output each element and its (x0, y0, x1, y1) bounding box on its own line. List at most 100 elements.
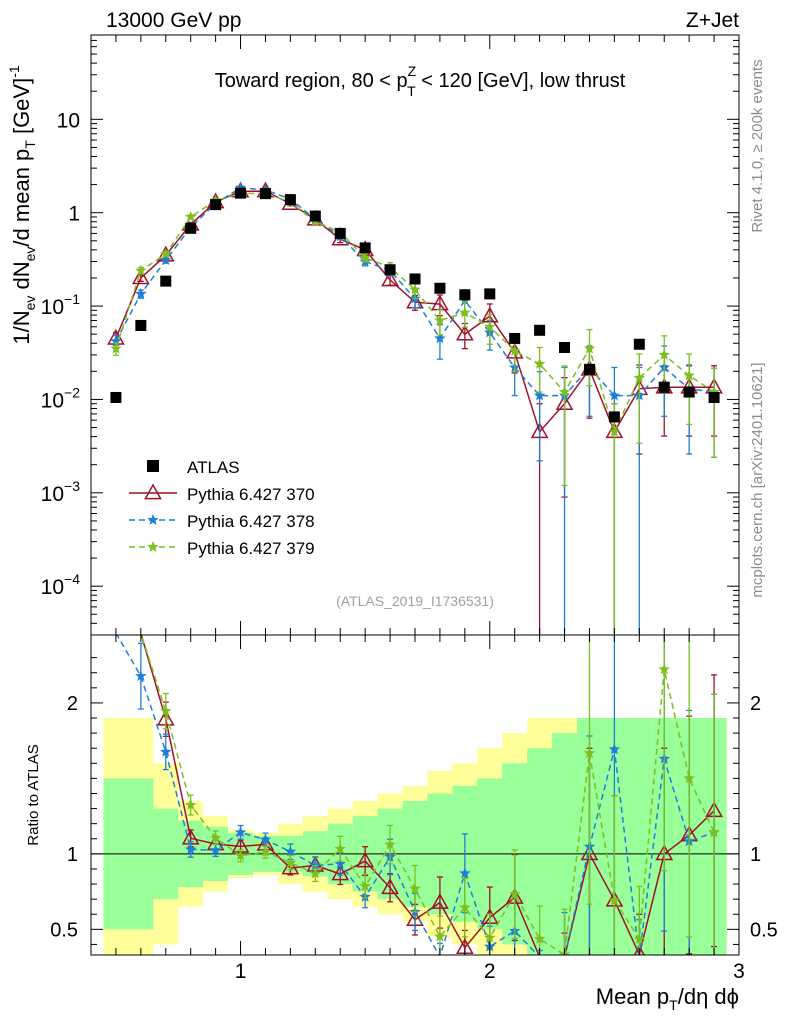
data-point (658, 348, 670, 360)
ratio-point (583, 747, 596, 759)
plot-title: Toward region, 80 < pZ T < 120 [GeV], low… (215, 63, 626, 99)
legend-marker (147, 514, 159, 525)
ratio-point (431, 893, 449, 909)
ratio-plot-area: 0.5 0.5 1 1 2 2 1 2 3 (50, 634, 778, 983)
ratio-point (356, 851, 375, 868)
legend: ATLAS Pythia 6.427 370 Pythia 6.427 378 Pyt… (129, 458, 315, 558)
atlas-point (284, 194, 296, 206)
atlas-point (509, 332, 521, 344)
ratio-y-tick-label: 0.5 (750, 919, 778, 941)
legend-label: Pythia 6.427 378 (187, 512, 315, 531)
atlas-point (235, 187, 247, 199)
atlas-point (359, 242, 371, 254)
atlas-point (633, 338, 645, 350)
ratio-point (234, 826, 247, 838)
atlas-point (185, 222, 197, 234)
ratio-point (384, 838, 396, 850)
series-line (115, 190, 715, 434)
data-point (135, 287, 147, 299)
atlas-point (384, 264, 396, 276)
atlas-point (309, 210, 321, 222)
data-point (708, 386, 720, 397)
data-point (434, 332, 446, 344)
atlas-point (135, 319, 147, 331)
atlas-point (608, 411, 620, 423)
data-point (459, 306, 471, 318)
data-point (633, 371, 645, 383)
collision-label: 13000 GeV pp (106, 9, 241, 32)
data-point (683, 369, 695, 381)
data-point (509, 345, 521, 356)
ratio-point (359, 880, 371, 892)
data-point (608, 389, 621, 401)
data-point (135, 264, 147, 276)
ratio-point (334, 842, 346, 854)
y-tick-label: 10−4 (41, 571, 81, 599)
ratio-point (281, 858, 300, 875)
ratio-point (459, 867, 471, 879)
y-tick-label: 1 (68, 203, 80, 226)
data-point (558, 386, 571, 397)
ratio-point (160, 745, 172, 757)
ratio-point (608, 894, 621, 906)
ratio-y-tick-label: 2 (750, 693, 761, 715)
atlas-point (334, 227, 346, 239)
data-point (160, 248, 172, 259)
rivet-label: Rivet 4.1.0, ≥ 200k events (749, 59, 766, 232)
ratio-point (284, 845, 297, 857)
x-tick-label: 3 (733, 960, 745, 983)
atlas-point (160, 275, 172, 287)
ratio-point (135, 670, 147, 681)
x-axis-label: Mean pT/dη dϕ (596, 984, 739, 1013)
data-point (533, 357, 546, 369)
y-tick-label: 10−3 (41, 478, 81, 506)
atlas-point (459, 289, 471, 301)
atlas-point (583, 363, 595, 375)
y-tick-label: 10 (57, 109, 80, 132)
atlas-point (658, 381, 670, 393)
ratio-point (683, 772, 695, 784)
data-point (409, 283, 421, 295)
ratio-point (381, 878, 399, 895)
ratio-point (234, 849, 247, 861)
atlas-point (559, 341, 571, 353)
atlas-point (210, 199, 222, 211)
ratio-point (209, 844, 222, 855)
ratio-point (309, 867, 321, 879)
ratio-series-2 (140, 635, 720, 955)
atlas-point (683, 386, 695, 398)
ratio-y-tick-label: 1 (67, 844, 78, 866)
legend-marker-atlas (147, 460, 159, 472)
atlas-point (534, 324, 546, 336)
ratio-point (284, 856, 297, 868)
ratio-point (331, 864, 350, 881)
data-point (110, 335, 122, 347)
process-label: Z+Jet (686, 9, 739, 32)
ratio-point (409, 882, 421, 894)
atlas-point (434, 282, 446, 294)
data-point (608, 425, 621, 437)
atlas-point (110, 391, 122, 403)
atlas-point (409, 273, 421, 285)
data-point (484, 320, 496, 332)
ratio-point (608, 743, 621, 755)
ratio-point (708, 826, 720, 838)
series-line (115, 192, 715, 434)
legend-marker (144, 483, 162, 500)
ratio-y-axis-label: Ratio to ATLAS (25, 744, 42, 845)
ratio-point (434, 930, 446, 942)
data-point (583, 342, 596, 354)
data-point (381, 270, 399, 287)
y-tick-label: 10−2 (41, 384, 81, 412)
data-point (359, 251, 371, 263)
legend-label: Pythia 6.427 379 (187, 539, 315, 558)
ratio-y-tick-label: 1 (750, 844, 761, 866)
ratio-point (209, 831, 222, 843)
ratio-point (533, 932, 546, 944)
atlas-point (484, 288, 496, 300)
ratio-point (459, 901, 471, 913)
data-point (533, 389, 546, 401)
y-tick-label: 10−1 (41, 291, 81, 319)
